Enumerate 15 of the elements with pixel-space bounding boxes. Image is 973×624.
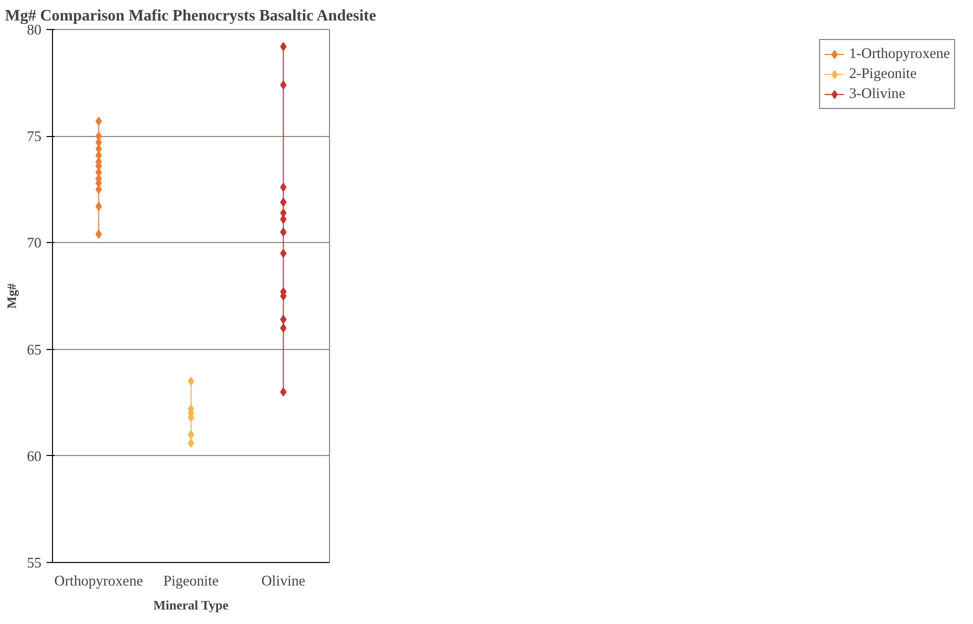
legend-label: 1-Orthopyroxene — [849, 46, 950, 62]
x-tick-label: Orthopyroxene — [54, 574, 144, 590]
y-tick-label: 70 — [26, 236, 42, 252]
x-tick-label: Olivine — [261, 574, 306, 590]
x-tick-label: Pigeonite — [163, 574, 219, 590]
y-tick-label: 75 — [26, 129, 42, 146]
legend-label: 3-Olivine — [849, 86, 906, 102]
y-tick-label: 55 — [26, 556, 42, 572]
y-tick-label: 60 — [26, 448, 42, 465]
legend-label: 2-Pigeonite — [849, 66, 917, 82]
y-tick-label: 80 — [26, 22, 42, 38]
x-axis-title: Mineral Type — [153, 598, 229, 612]
y-axis-title: Mg# — [4, 282, 19, 309]
chart-title: Mg# Comparison Mafic Phenocrysts Basaltic Andesite — [5, 8, 376, 24]
y-tick-label: 65 — [26, 342, 42, 358]
